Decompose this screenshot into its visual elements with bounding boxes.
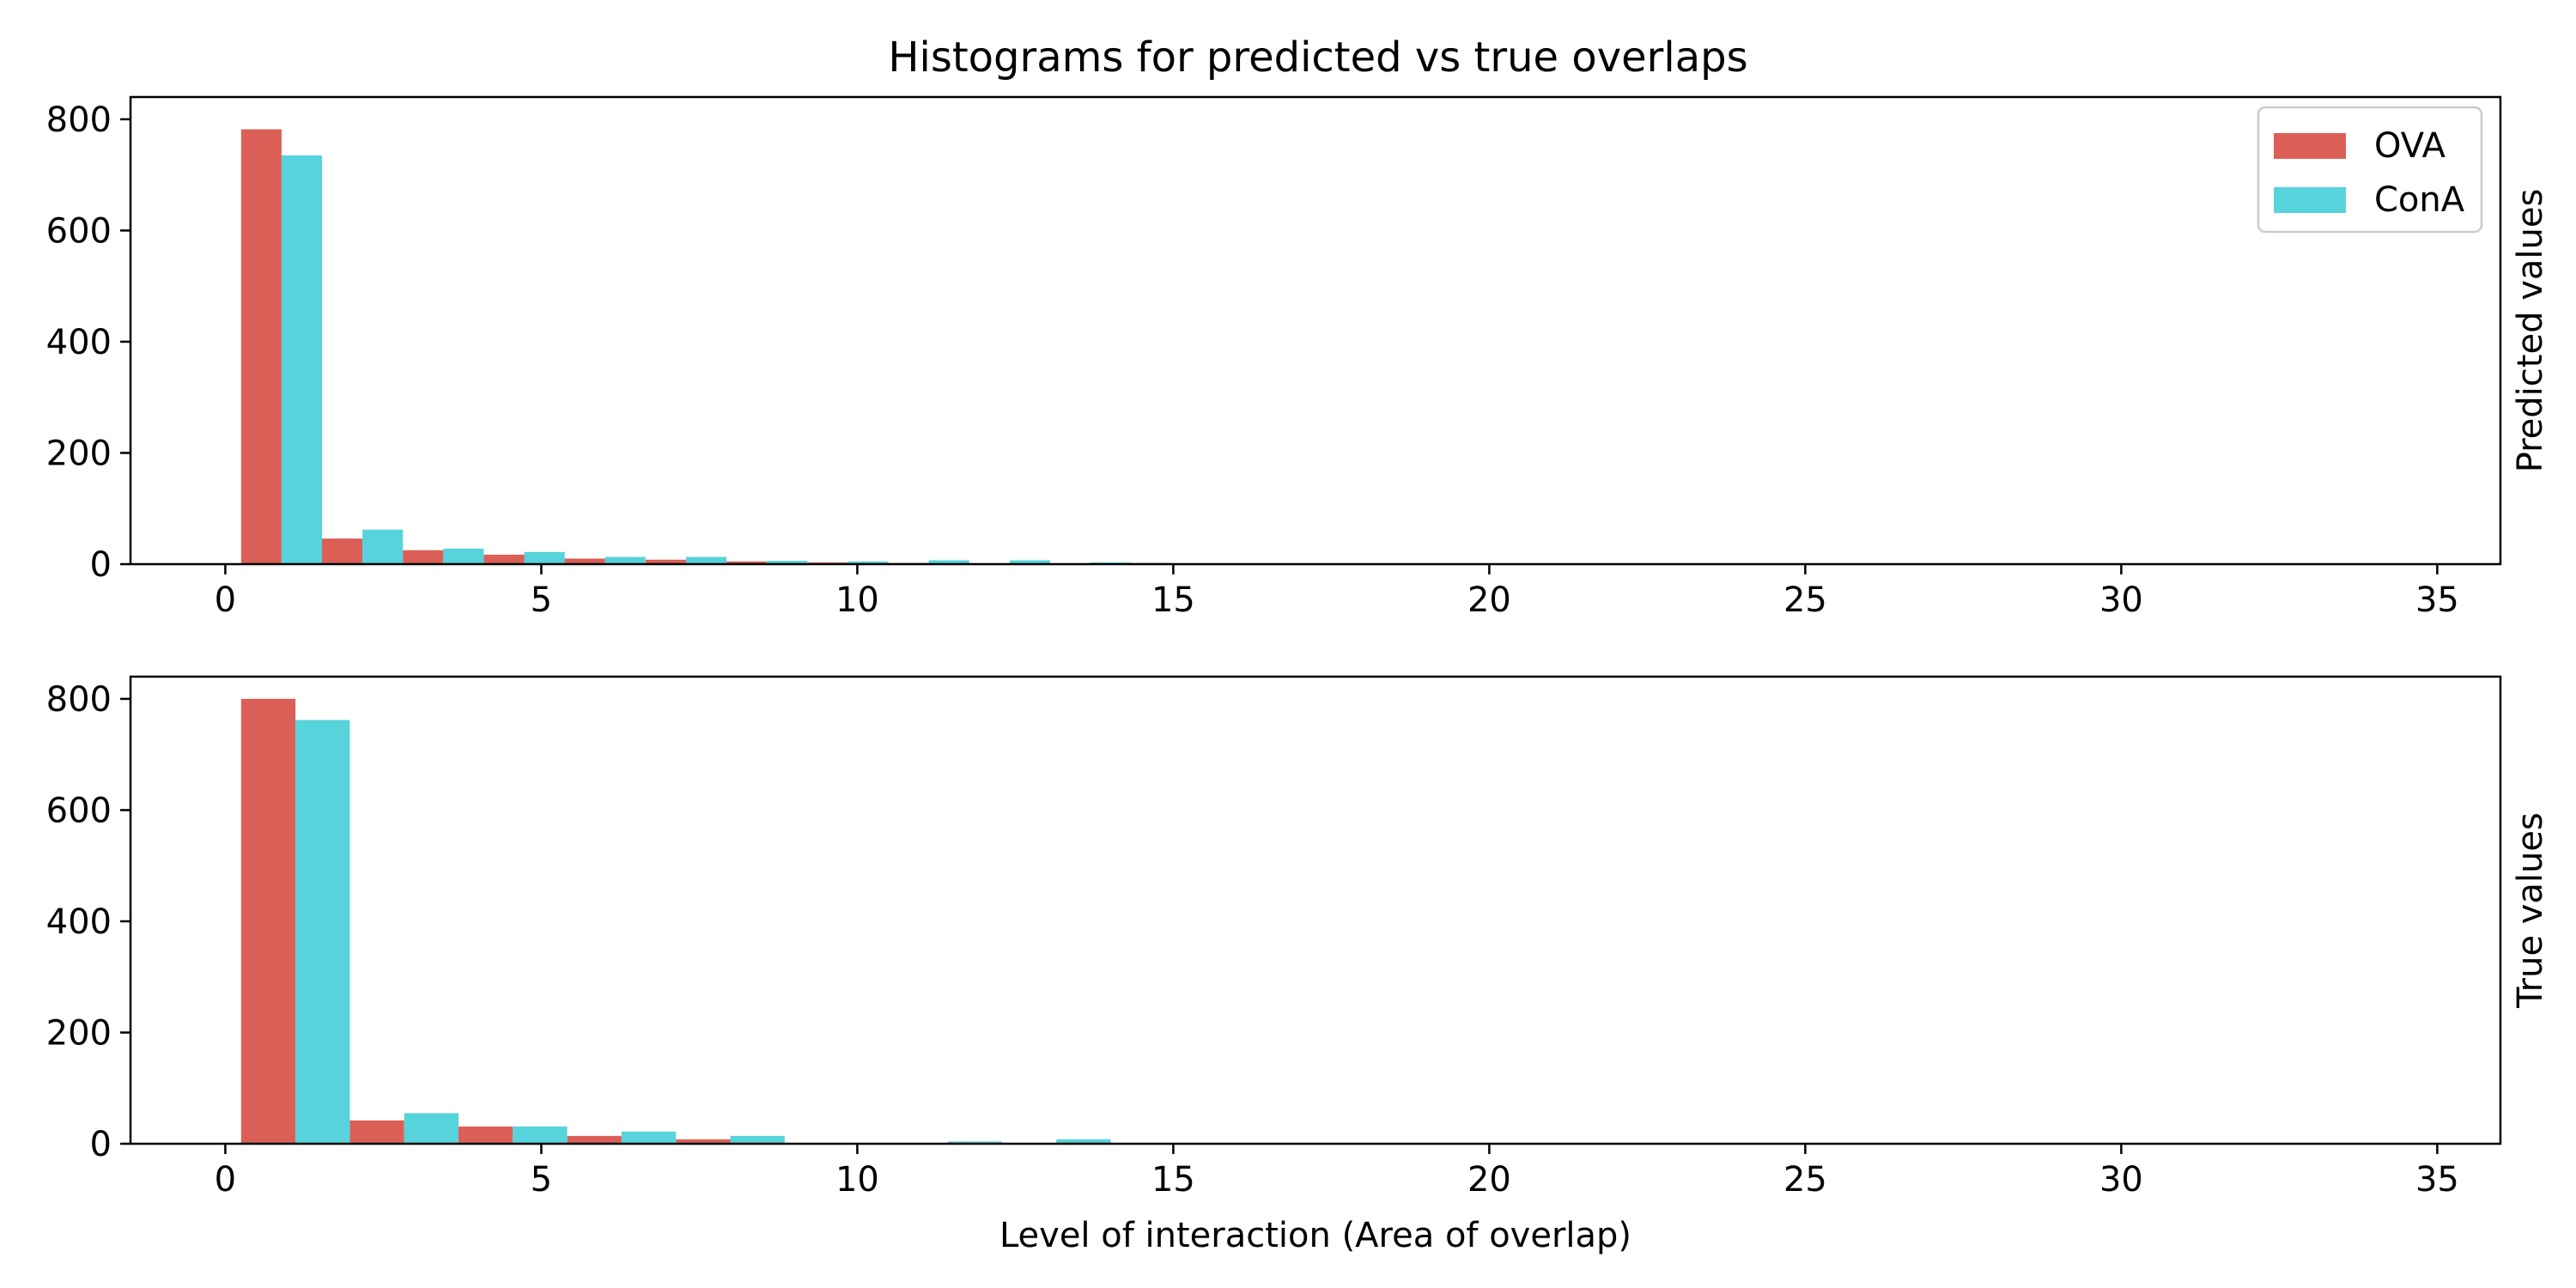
true-x-tick-label-0: 0 xyxy=(215,1160,236,1200)
predicted-y-tick-label-200: 200 xyxy=(46,434,112,473)
true-bar-ova-0 xyxy=(240,698,296,1144)
legend-swatch-ova xyxy=(2274,133,2346,159)
predicted-axes-frame xyxy=(129,95,2502,566)
legend: OVA ConA xyxy=(2257,106,2483,234)
predicted-bar-cona-2 xyxy=(443,548,484,564)
predicted-bar-ova-2 xyxy=(403,550,444,564)
predicted-x-tick-label-30: 30 xyxy=(2099,580,2143,620)
true-y-tick-label-800: 800 xyxy=(46,680,112,720)
predicted-x-tick-label-35: 35 xyxy=(2415,580,2459,620)
legend-label-ova: OVA xyxy=(2374,126,2446,166)
true-y-tick-label-0: 0 xyxy=(90,1125,112,1164)
true-x-tick-label-35: 35 xyxy=(2415,1160,2459,1200)
predicted-x-tick-label-15: 15 xyxy=(1151,580,1195,620)
true-x-tick-label-5: 5 xyxy=(531,1160,552,1200)
true-bar-cona-1 xyxy=(404,1113,459,1144)
true-bar-ova-1 xyxy=(349,1120,404,1144)
true-x-tick-label-10: 10 xyxy=(835,1160,879,1200)
true-ticks: 0 5 10 15 20 25 30 35 0 200 400 600 800 xyxy=(46,680,2459,1200)
true-bar-cona-2 xyxy=(513,1126,568,1144)
predicted-histogram-panel: 0 5 10 15 20 25 30 35 0 200 400 600 800 Predicted va… xyxy=(46,95,2550,620)
predicted-x-tick-label-25: 25 xyxy=(1783,580,1827,620)
true-bar-cona-0 xyxy=(295,720,350,1144)
chart-title: Histograms for predicted vs true overlap… xyxy=(888,33,1747,82)
predicted-bar-cona-7 xyxy=(848,561,889,564)
predicted-bar-cona-0 xyxy=(281,155,322,564)
predicted-x-tick-label-0: 0 xyxy=(215,580,236,620)
predicted-bar-cona-1 xyxy=(362,529,404,564)
true-y-tick-label-400: 400 xyxy=(46,902,112,942)
predicted-bar-cona-6 xyxy=(767,561,808,564)
true-y-tick-label-600: 600 xyxy=(46,791,112,830)
predicted-bars xyxy=(240,129,1212,564)
predicted-x-tick-label-10: 10 xyxy=(835,580,879,620)
true-y-tick-label-200: 200 xyxy=(46,1013,112,1053)
true-bar-cona-7 xyxy=(1056,1139,1111,1144)
predicted-bar-cona-3 xyxy=(524,551,565,564)
true-axes-frame xyxy=(129,675,2502,1145)
predicted-y-tick-label-400: 400 xyxy=(46,323,112,362)
true-bar-ova-2 xyxy=(459,1126,513,1144)
predicted-y-tick-label-0: 0 xyxy=(90,545,112,585)
predicted-bar-ova-1 xyxy=(322,538,363,564)
predicted-y-tick-label-800: 800 xyxy=(46,100,112,140)
true-bar-ova-4 xyxy=(676,1139,731,1144)
predicted-bar-cona-9 xyxy=(1009,560,1050,564)
true-bar-cona-3 xyxy=(621,1131,677,1144)
true-bar-cona-6 xyxy=(947,1141,1002,1144)
predicted-x-tick-label-20: 20 xyxy=(1467,580,1511,620)
true-y-label: True values xyxy=(2511,812,2550,1009)
predicted-y-label: Predicted values xyxy=(2511,189,2550,473)
predicted-y-tick-label-600: 600 xyxy=(46,211,112,251)
predicted-bar-ova-4 xyxy=(564,558,605,564)
predicted-bar-cona-8 xyxy=(928,560,969,564)
legend-label-cona: ConA xyxy=(2374,180,2465,220)
predicted-bar-ova-3 xyxy=(483,555,525,564)
true-bar-cona-4 xyxy=(730,1135,785,1144)
true-bar-ova-3 xyxy=(567,1135,622,1144)
true-x-tick-label-25: 25 xyxy=(1783,1160,1827,1200)
x-axis-label: Level of interaction (Area of overlap) xyxy=(999,1216,1631,1255)
predicted-ticks: 0 5 10 15 20 25 30 35 0 200 400 600 800 xyxy=(46,100,2459,620)
predicted-bar-ova-5 xyxy=(645,559,686,564)
predicted-bar-cona-5 xyxy=(685,556,726,564)
legend-swatch-cona xyxy=(2274,187,2346,213)
true-x-tick-label-20: 20 xyxy=(1467,1160,1511,1200)
true-bars xyxy=(240,698,1111,1144)
predicted-bar-cona-4 xyxy=(605,556,646,564)
predicted-x-tick-label-5: 5 xyxy=(531,580,552,620)
true-x-tick-label-15: 15 xyxy=(1151,1160,1195,1200)
true-x-tick-label-30: 30 xyxy=(2099,1160,2143,1200)
predicted-bar-ova-6 xyxy=(726,561,768,564)
predicted-bar-ova-0 xyxy=(240,129,282,564)
